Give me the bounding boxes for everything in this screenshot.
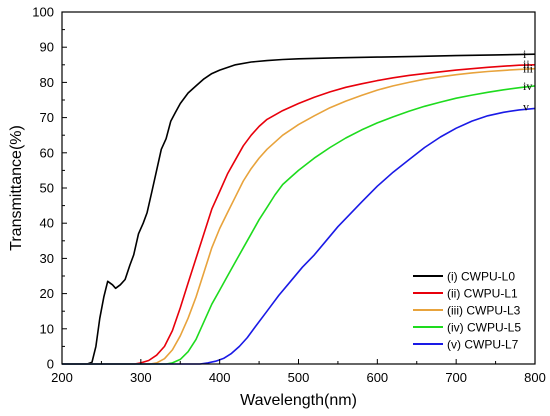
legend-label: (iv) CWPU-L5 [447, 321, 521, 335]
x-tick-label: 300 [130, 370, 152, 385]
series-end-label: i [523, 47, 527, 61]
legend-label: (v) CWPU-L7 [447, 338, 519, 352]
x-tick-label: 700 [445, 370, 467, 385]
x-tick-label: 800 [524, 370, 546, 385]
legend-label: (ii) CWPU-L1 [447, 287, 518, 301]
series-end-label: v [523, 99, 529, 113]
x-tick-label: 600 [366, 370, 388, 385]
series-line-1 [62, 53, 536, 365]
x-tick-label: 200 [51, 370, 73, 385]
y-tick-label: 90 [40, 40, 54, 55]
y-tick-label: 0 [47, 357, 54, 372]
y-tick-label: 20 [40, 286, 54, 301]
y-tick-label: 80 [40, 75, 54, 90]
x-axis-title: Wavelength(nm) [240, 392, 357, 409]
series-layer [62, 53, 536, 365]
series-end-label: iv [523, 79, 532, 93]
legend-label: (i) CWPU-L0 [447, 270, 515, 284]
y-axis-title: Transmittance(%) [8, 125, 25, 251]
y-tick-label: 60 [40, 145, 54, 160]
series-line-5 [62, 107, 536, 365]
series-line-2 [62, 64, 536, 365]
series-line-4 [62, 85, 536, 365]
y-tick-label: 100 [32, 5, 54, 20]
ticks-layer: 200 300 400 500 600 700 800 0 10 20 30 40 50 60 70 80 90… [32, 5, 546, 386]
y-tick-label: 10 [40, 321, 54, 336]
y-tick-label: 30 [40, 251, 54, 266]
y-tick-label: 40 [40, 216, 54, 231]
series-end-label: iii [523, 62, 534, 76]
y-tick-label: 50 [40, 181, 54, 196]
y-tick-label: 70 [40, 110, 54, 125]
series-end-label: ii [523, 57, 530, 71]
x-tick-label: 500 [288, 370, 310, 385]
series-line-3 [62, 67, 536, 365]
legend-label: (iii) CWPU-L3 [447, 304, 521, 318]
legend: (i) CWPU-L0 (ii) CWPU-L1 (iii) CWPU-L3 (iv)… [413, 270, 521, 352]
x-tick-label: 400 [209, 370, 231, 385]
